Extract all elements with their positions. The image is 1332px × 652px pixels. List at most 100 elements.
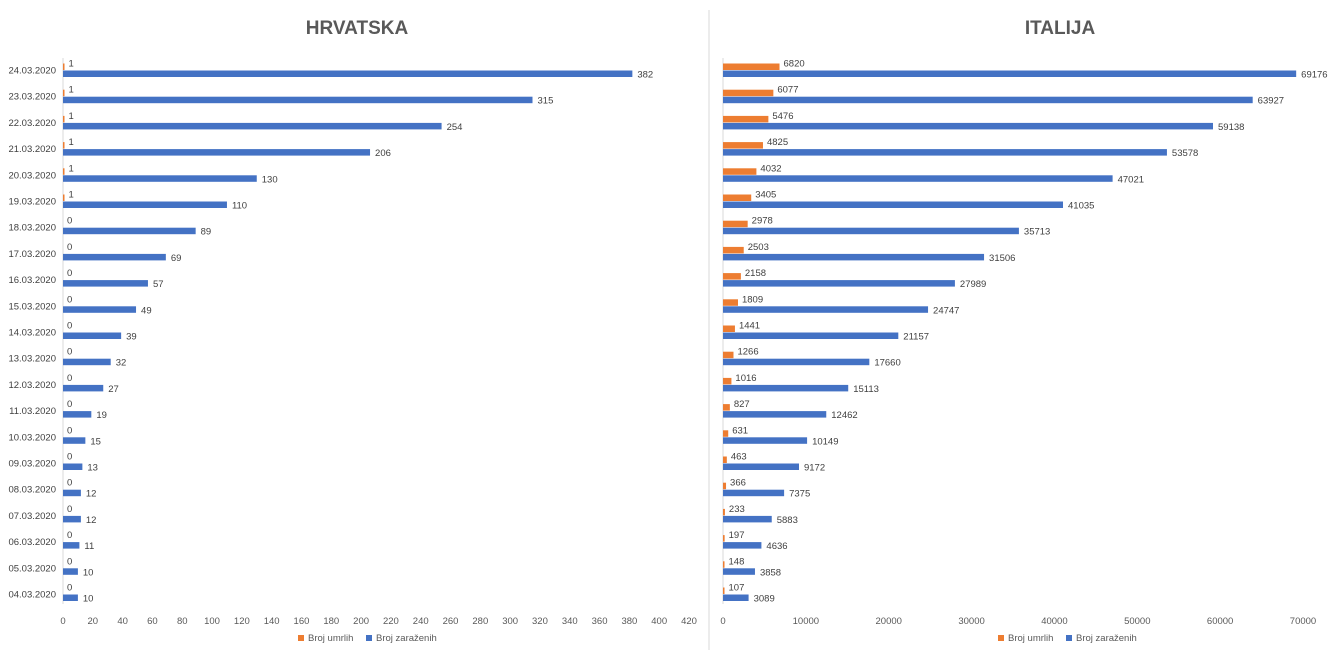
bar-broj-umrlih: [63, 194, 65, 201]
category-label: 04.03.2020: [8, 590, 56, 601]
data-label-broj-zarazenih: 110: [232, 201, 247, 212]
data-label-broj-zarazenih: 27: [108, 384, 119, 395]
bar-broj-zarazenih: [63, 568, 78, 575]
data-label-broj-zarazenih: 89: [201, 227, 212, 238]
bar-broj-umrlih: [723, 299, 738, 306]
legend: Broj umrlih Broj zaraženih: [998, 633, 1137, 644]
category-label: 16.03.2020: [8, 275, 56, 286]
category-label: 12.03.2020: [8, 380, 56, 391]
data-label-broj-umrlih: 1: [69, 163, 74, 174]
data-label-broj-zarazenih: 7375: [789, 489, 810, 500]
bar-broj-umrlih: [63, 115, 65, 123]
x-tick-label: 400: [651, 616, 667, 627]
x-tick-label: 200: [353, 616, 369, 627]
legend-label-broj-zarazenih: Broj zaraženih: [376, 633, 437, 644]
x-tick-label: 280: [472, 616, 488, 627]
data-label-broj-zarazenih: 15: [90, 436, 101, 447]
data-label-broj-zarazenih: 4636: [766, 541, 787, 552]
bar-broj-zarazenih: [63, 384, 104, 392]
category-label: 10.03.2020: [8, 432, 56, 443]
bar-broj-umrlih: [723, 115, 769, 123]
data-label-broj-umrlih: 0: [67, 268, 72, 279]
bar-broj-zarazenih: [63, 463, 83, 470]
bar-broj-zarazenih: [723, 96, 1253, 104]
data-label-broj-zarazenih: 10149: [812, 436, 838, 447]
bar-broj-umrlih: [723, 63, 780, 70]
bar-broj-umrlih: [723, 168, 757, 175]
bar-broj-zarazenih: [63, 96, 533, 104]
bar-broj-zarazenih: [63, 542, 80, 549]
bar-broj-zarazenih: [723, 384, 849, 392]
data-label-broj-zarazenih: 5883: [777, 515, 798, 526]
data-label-broj-umrlih: 1441: [739, 321, 760, 332]
x-tick-label: 30000: [958, 616, 984, 627]
data-label-broj-umrlih: 6820: [784, 59, 805, 70]
bar-broj-umrlih: [723, 194, 752, 201]
x-tick-label: 20000: [876, 616, 902, 627]
data-label-broj-zarazenih: 315: [538, 96, 554, 107]
bar-broj-zarazenih: [723, 280, 955, 287]
bar-broj-zarazenih: [723, 122, 1214, 130]
bar-broj-zarazenih: [723, 594, 749, 601]
x-tick-label: 60000: [1207, 616, 1233, 627]
legend: Broj umrlih Broj zaraženih: [298, 633, 437, 644]
category-label: 15.03.2020: [8, 301, 56, 312]
data-label-broj-zarazenih: 21157: [903, 332, 929, 343]
bar-broj-zarazenih: [723, 358, 870, 366]
data-label-broj-umrlih: 0: [67, 399, 72, 410]
bar-broj-umrlih: [63, 63, 65, 70]
bar-broj-umrlih: [723, 508, 725, 516]
data-label-broj-zarazenih: 32: [116, 358, 127, 369]
category-label: 24.03.2020: [8, 66, 56, 77]
chart-italija: ITALIJA 0 10000 20000 30000 40000 50000 60000 70…: [720, 18, 1327, 644]
data-label-broj-umrlih: 2503: [748, 242, 769, 253]
legend-label-broj-umrlih: Broj umrlih: [308, 633, 353, 644]
x-tick-label: 380: [621, 616, 637, 627]
x-tick-label: 50000: [1124, 616, 1150, 627]
data-label-broj-umrlih: 2978: [752, 216, 773, 227]
category-label: 13.03.2020: [8, 354, 56, 365]
data-label-broj-umrlih: 0: [67, 373, 72, 384]
bar-broj-zarazenih: [723, 70, 1297, 77]
data-label-broj-umrlih: 5476: [772, 111, 793, 122]
bar-broj-zarazenih: [723, 175, 1113, 182]
data-label-broj-zarazenih: 19: [96, 410, 107, 421]
category-label: 07.03.2020: [8, 511, 56, 522]
bar-broj-zarazenih: [63, 149, 371, 156]
bar-broj-zarazenih: [723, 542, 762, 549]
category-label: 09.03.2020: [8, 459, 56, 470]
x-tick-label: 10000: [793, 616, 819, 627]
legend-swatch-broj-umrlih: [298, 635, 304, 641]
legend-label-broj-zarazenih: Broj zaraženih: [1076, 633, 1137, 644]
data-label-broj-zarazenih: 57: [153, 279, 164, 290]
category-label: 17.03.2020: [8, 249, 56, 260]
chart-title: ITALIJA: [1025, 18, 1096, 39]
category-label: 14.03.2020: [8, 328, 56, 339]
data-label-broj-umrlih: 6077: [777, 85, 798, 96]
data-label-broj-zarazenih: 41035: [1068, 201, 1094, 212]
bar-broj-umrlih: [723, 220, 748, 228]
bar-broj-umrlih: [723, 246, 744, 254]
bar-broj-umrlih: [723, 535, 725, 542]
data-label-broj-umrlih: 0: [67, 478, 72, 489]
data-label-broj-zarazenih: 35713: [1024, 227, 1050, 238]
data-label-broj-umrlih: 0: [67, 452, 72, 463]
data-label-broj-zarazenih: 49: [141, 305, 152, 316]
bar-broj-zarazenih: [63, 437, 86, 444]
data-label-broj-umrlih: 107: [729, 583, 745, 594]
chart-title: HRVATSKA: [306, 18, 409, 39]
data-label-broj-umrlih: 0: [67, 294, 72, 305]
data-label-broj-umrlih: 1016: [735, 373, 756, 384]
data-label-broj-umrlih: 0: [67, 347, 72, 358]
bar-broj-umrlih: [723, 273, 741, 280]
category-label: 08.03.2020: [8, 485, 56, 496]
data-label-broj-zarazenih: 15113: [853, 384, 879, 395]
bar-broj-umrlih: [723, 430, 729, 437]
data-label-broj-zarazenih: 9172: [804, 463, 825, 474]
data-label-broj-umrlih: 1: [69, 190, 74, 201]
bar-broj-zarazenih: [63, 489, 81, 497]
data-label-broj-umrlih: 0: [67, 242, 72, 253]
x-tick-label: 260: [443, 616, 459, 627]
bar-broj-zarazenih: [723, 515, 772, 523]
